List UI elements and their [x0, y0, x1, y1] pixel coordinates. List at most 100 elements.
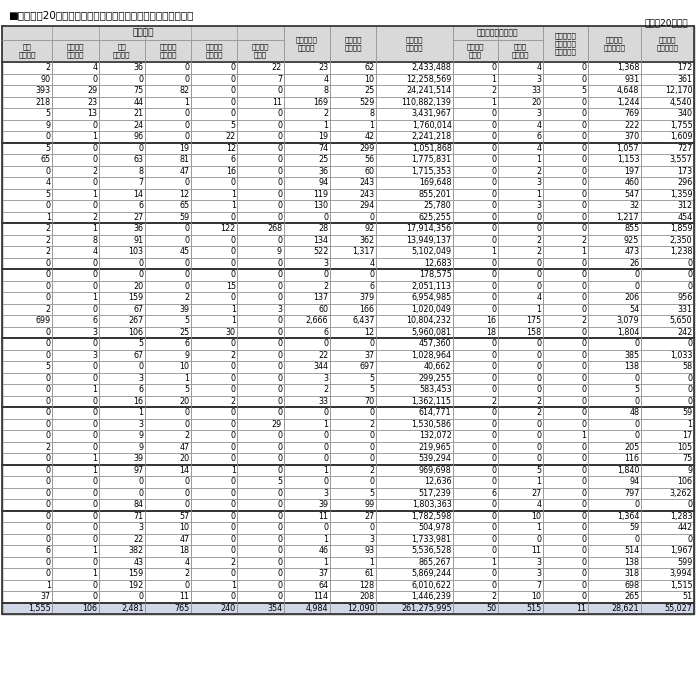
Text: 0: 0 [92, 282, 97, 291]
Text: 0: 0 [634, 374, 639, 383]
Bar [2, 464, 52, 476]
Text: 0: 0 [323, 477, 329, 486]
Text: 9: 9 [139, 431, 143, 440]
Text: 97: 97 [133, 466, 143, 475]
Bar [99, 545, 145, 556]
Bar [330, 384, 376, 396]
Bar [99, 453, 145, 464]
Bar [498, 453, 543, 464]
Text: 1: 1 [92, 546, 97, 555]
Text: 3: 3 [323, 259, 329, 268]
Text: り災者数
（人数）: り災者数 （人数） [344, 36, 362, 51]
Text: 92: 92 [364, 224, 374, 233]
Text: 1,609: 1,609 [670, 132, 693, 141]
Text: 128: 128 [359, 581, 374, 590]
Text: 0: 0 [536, 362, 541, 371]
Text: 0: 0 [92, 442, 97, 452]
Text: 47: 47 [180, 535, 189, 544]
Text: 消防職員
出動延人数: 消防職員 出動延人数 [603, 36, 625, 51]
Bar [330, 338, 376, 349]
Text: 91: 91 [133, 236, 143, 245]
Text: 0: 0 [92, 144, 97, 153]
Bar [376, 442, 453, 453]
Text: 197: 197 [624, 167, 639, 176]
Bar [641, 257, 694, 269]
Text: 5: 5 [370, 386, 374, 394]
Bar [498, 442, 543, 453]
Text: 0: 0 [231, 293, 236, 303]
Text: 1: 1 [184, 97, 189, 107]
Bar [99, 165, 145, 177]
Bar [376, 430, 453, 442]
Text: 1,804: 1,804 [617, 328, 639, 337]
Text: 0: 0 [491, 442, 496, 452]
Text: 0: 0 [46, 535, 51, 544]
Bar [237, 85, 283, 97]
Bar [543, 143, 587, 154]
Text: 727: 727 [677, 144, 693, 153]
Text: 0: 0 [323, 270, 329, 279]
Text: 1,782,598: 1,782,598 [411, 512, 452, 521]
Text: 0: 0 [370, 270, 374, 279]
Text: 2: 2 [581, 236, 586, 245]
Text: 29: 29 [87, 86, 97, 95]
Text: 2: 2 [536, 236, 541, 245]
Text: 0: 0 [688, 340, 693, 348]
Text: 45: 45 [180, 247, 189, 257]
Bar [376, 499, 453, 510]
Text: 0: 0 [370, 454, 374, 463]
Text: 81: 81 [180, 155, 189, 164]
Text: 0: 0 [581, 558, 586, 567]
Text: 106: 106 [677, 477, 693, 486]
Bar [453, 26, 498, 62]
Text: 0: 0 [184, 63, 189, 72]
Text: 4,648: 4,648 [617, 86, 639, 95]
Text: 0: 0 [92, 581, 97, 590]
Text: 0: 0 [370, 477, 374, 486]
Text: 0: 0 [370, 213, 374, 222]
Bar [641, 292, 694, 303]
Text: 0: 0 [581, 569, 586, 578]
Text: 62: 62 [365, 63, 374, 72]
Text: 0: 0 [581, 201, 586, 210]
Text: 0: 0 [536, 282, 541, 291]
Bar [52, 556, 99, 568]
Bar [99, 257, 145, 269]
Bar [237, 269, 283, 281]
Bar [587, 223, 641, 235]
Text: 7: 7 [277, 75, 282, 84]
Bar [145, 384, 191, 396]
Text: 2,350: 2,350 [670, 236, 693, 245]
Text: 17,914,356: 17,914,356 [406, 224, 452, 233]
Bar [543, 430, 587, 442]
Bar [453, 488, 498, 499]
Text: 208: 208 [359, 592, 374, 601]
Text: 6: 6 [139, 386, 143, 394]
Bar [145, 522, 191, 534]
Bar [587, 534, 641, 545]
Text: 0: 0 [581, 535, 586, 544]
Bar [641, 476, 694, 488]
Text: 14: 14 [134, 190, 143, 199]
Bar [145, 499, 191, 510]
Bar [543, 534, 587, 545]
Bar [145, 269, 191, 281]
Text: 0: 0 [92, 408, 97, 417]
Bar [99, 591, 145, 602]
Text: 0: 0 [46, 569, 51, 578]
Text: 2: 2 [536, 397, 541, 405]
Bar [2, 177, 52, 189]
Text: 1,446,239: 1,446,239 [411, 592, 452, 601]
Bar [283, 177, 330, 189]
Text: 529: 529 [359, 97, 374, 107]
Bar [641, 591, 694, 602]
Text: 0: 0 [581, 75, 586, 84]
Text: 12,090: 12,090 [347, 604, 374, 613]
Bar [283, 338, 330, 349]
Bar [2, 26, 283, 40]
Bar [145, 338, 191, 349]
Text: 0: 0 [231, 109, 236, 118]
Bar [145, 418, 191, 430]
Bar [237, 257, 283, 269]
Text: 39: 39 [133, 454, 143, 463]
